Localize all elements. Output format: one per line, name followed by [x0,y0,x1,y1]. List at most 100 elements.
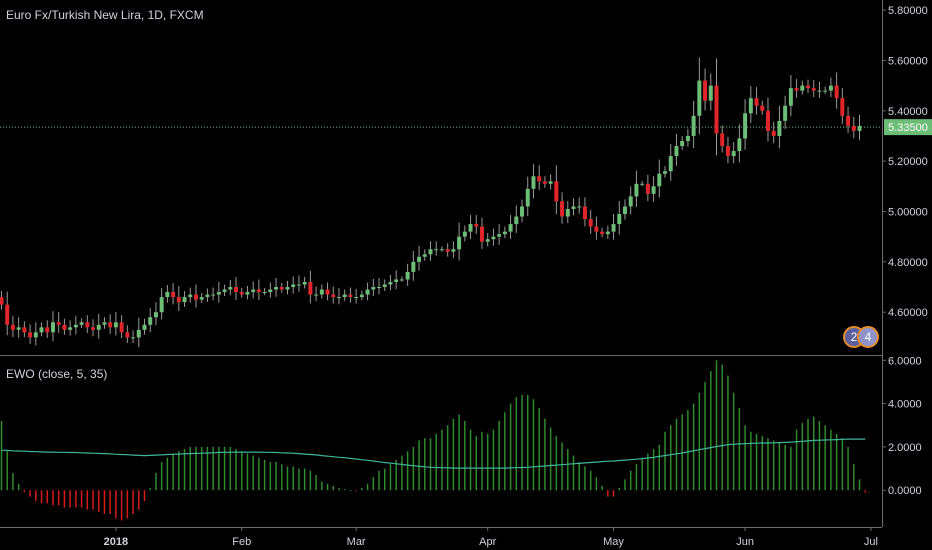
candle[interactable] [251,281,256,299]
candle[interactable] [302,276,307,289]
ewo-bar[interactable] [658,444,661,491]
ewo-bar[interactable] [155,472,157,491]
candle[interactable] [365,282,370,301]
candle[interactable] [108,314,113,334]
ewo-bar[interactable] [103,490,106,515]
ewo-bar[interactable] [778,442,781,491]
ewo-bar[interactable] [618,488,621,491]
ewo-histogram[interactable] [0,360,866,521]
ewo-bar[interactable] [624,479,626,491]
candle[interactable] [182,291,187,307]
candle[interactable] [708,73,713,111]
ewo-bar[interactable] [263,459,266,491]
ewo-bar[interactable] [17,483,20,491]
candle[interactable] [91,319,96,337]
candle[interactable] [491,228,496,246]
candle[interactable] [411,250,416,281]
candle[interactable] [777,105,782,149]
candle[interactable] [668,144,673,181]
axes-layer[interactable]: 5.33500 4.60000 4.80000 5.00000 5.20000 5.400… [104,5,932,548]
ewo-bar[interactable] [486,433,489,491]
candle[interactable] [817,81,822,98]
candle[interactable] [193,284,198,308]
candle[interactable] [857,114,862,140]
candle[interactable] [800,80,805,95]
ewo-bar[interactable] [29,490,31,497]
ewo-bar[interactable] [292,466,294,491]
ewo-bar[interactable] [298,468,300,491]
candle[interactable] [748,86,753,123]
candle[interactable] [725,136,730,164]
candle[interactable] [85,315,90,333]
candle[interactable] [640,180,645,187]
candle[interactable] [502,226,507,239]
ewo-bar[interactable] [75,490,77,508]
candle[interactable] [371,278,376,296]
ewo-bar[interactable] [641,457,643,491]
ewo-bar[interactable] [841,438,844,491]
events-badge[interactable]: 2 4 [843,326,883,350]
candle[interactable] [22,321,27,338]
candle[interactable] [605,225,610,239]
ewo-bar[interactable] [223,446,226,491]
ewo-bar[interactable] [584,466,586,491]
ewo-bar[interactable] [115,490,117,519]
candle[interactable] [62,318,67,335]
ewo-bar[interactable] [727,375,729,491]
candle[interactable] [439,246,444,252]
ewo-bar[interactable] [795,429,798,491]
ewo-bar[interactable] [572,455,575,491]
candle[interactable] [628,186,633,215]
candle[interactable] [216,281,221,303]
candle[interactable] [342,289,347,302]
candle[interactable] [222,284,227,297]
ewo-bar[interactable] [853,464,855,491]
ewo-bar[interactable] [446,425,449,491]
candle[interactable] [828,77,833,98]
ewo-bar[interactable] [281,464,283,491]
candle[interactable] [79,318,84,329]
ewo-bar[interactable] [578,462,580,491]
candle[interactable] [45,320,50,338]
ewo-bar[interactable] [0,420,3,491]
candle[interactable] [537,165,542,191]
ewo-bar[interactable] [23,490,26,493]
ewo-bar[interactable] [6,451,8,491]
ewo-bar[interactable] [681,414,683,491]
ewo-bar[interactable] [401,455,403,491]
candle[interactable] [788,75,793,117]
ewo-bar[interactable] [607,490,609,497]
ewo-bar[interactable] [412,446,415,491]
ewo-bar[interactable] [200,446,203,491]
ewo-bar[interactable] [687,410,689,491]
ewo-bar[interactable] [864,490,866,493]
ewo-signal-path[interactable] [1,438,866,469]
candle[interactable] [691,100,696,149]
candle[interactable] [846,106,851,134]
ewo-bar[interactable] [464,420,466,491]
ewo-bar[interactable] [246,453,249,491]
ewo-bar[interactable] [52,490,54,506]
ewo-bar[interactable] [40,490,43,504]
ewo-bar[interactable] [366,483,369,491]
ewo-bar[interactable] [315,475,317,491]
candle[interactable] [485,233,490,247]
candle[interactable] [422,249,427,261]
ewo-bar[interactable] [635,464,638,491]
ewo-bar[interactable] [109,490,111,515]
ewo-bar[interactable] [567,449,569,491]
ewo-bar[interactable] [12,472,14,491]
ewo-bar[interactable] [149,488,151,491]
candle[interactable] [405,263,410,286]
candle[interactable] [399,276,404,282]
candle[interactable] [176,286,181,311]
ewo-bar[interactable] [383,468,386,491]
ewo-bar[interactable] [378,470,380,491]
ewo-bar[interactable] [704,381,706,491]
ewo-bar[interactable] [183,449,186,491]
candle[interactable] [737,124,742,163]
candle[interactable] [560,192,565,224]
candle[interactable] [657,159,662,198]
ewo-bar[interactable] [172,453,174,491]
ewo-bar[interactable] [240,451,243,491]
